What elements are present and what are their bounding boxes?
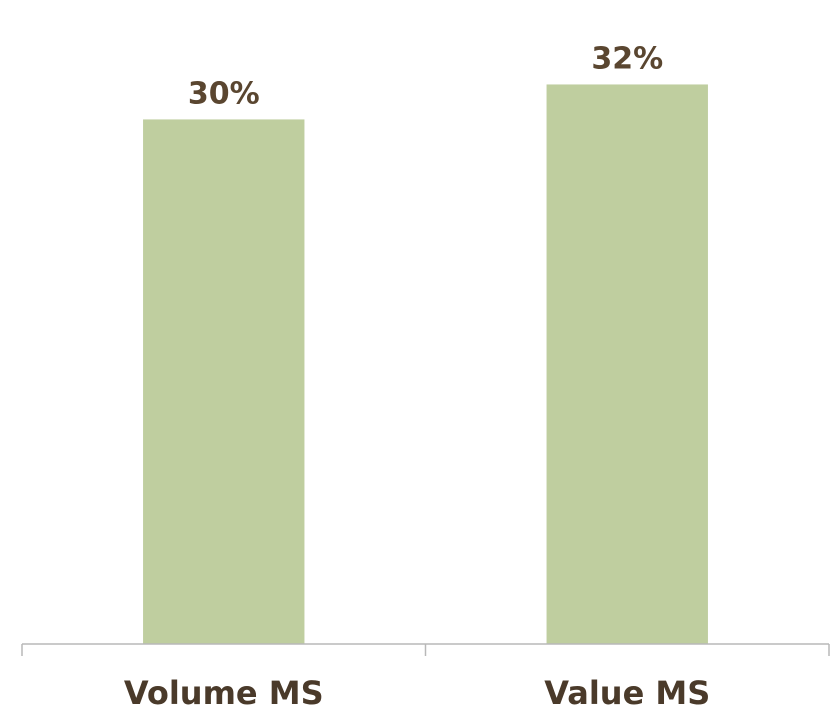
x-axis-ticks <box>21 644 830 656</box>
bar <box>143 119 305 644</box>
bar-value-label: 32% <box>591 41 663 76</box>
bar <box>546 84 708 644</box>
labels-group: 30% Volume MS 32% Value MS <box>124 41 710 706</box>
category-label: Volume MS <box>124 674 324 706</box>
bar-value-label: 30% <box>188 76 260 111</box>
x-axis <box>21 643 830 656</box>
category-label: Value MS <box>544 674 710 706</box>
bars-group <box>143 84 708 644</box>
